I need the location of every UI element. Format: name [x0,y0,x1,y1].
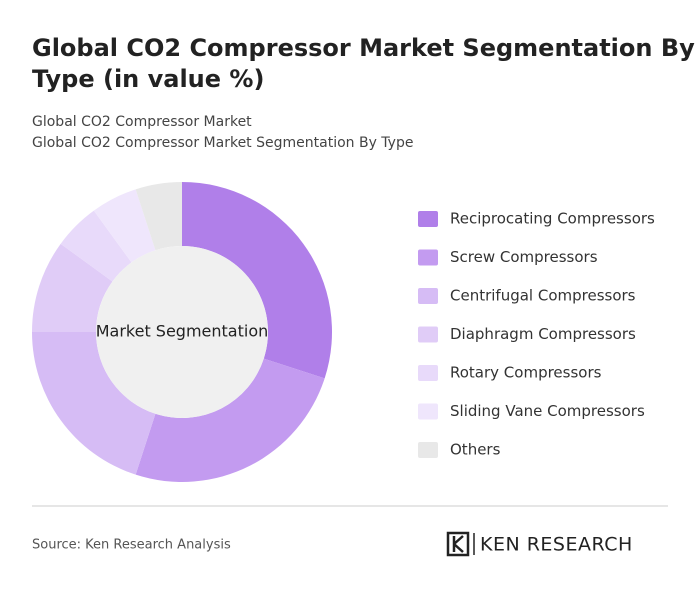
legend-swatch [418,365,438,381]
legend-swatch [418,211,438,227]
legend-swatch [418,288,438,304]
legend-label: Rotary Compressors [450,364,602,382]
legend-label: Sliding Vane Compressors [450,402,645,420]
donut-slice [60,210,132,282]
subtitle: Global CO2 Compressor Market [32,114,252,130]
donut-slice [32,332,156,475]
legend-label: Others [450,441,501,459]
donut-slice [32,243,113,332]
legend-label: Reciprocating Compressors [450,210,655,228]
legend-label: Screw Compressors [450,248,598,266]
donut-slice [182,182,332,379]
donut-slice [135,182,182,251]
legend-swatch [418,326,438,343]
donut-slice [135,358,325,482]
legend-swatch [418,442,438,458]
donut-slice [93,189,156,263]
center-label: Market Segmentation [96,322,269,341]
chart-title: Global CO2 Compressor Market Segmentatio… [32,34,695,93]
source: Source: Ken Research Analysis [32,538,231,553]
legend-swatch [418,249,438,266]
legend-label: Centrifugal Compressors [450,287,636,305]
donut-hole [96,246,268,418]
logo-icon [446,531,475,557]
legend-swatch [418,403,438,420]
subtitle: Global CO2 Compressor Market Segmentatio… [32,135,413,151]
legend-label: Diaphragm Compressors [450,325,636,343]
logo-text: KEN RESEARCH [480,534,633,556]
